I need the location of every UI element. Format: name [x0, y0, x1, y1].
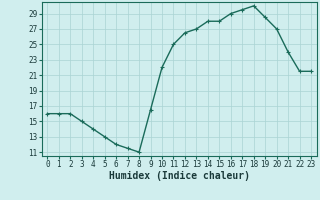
- X-axis label: Humidex (Indice chaleur): Humidex (Indice chaleur): [109, 171, 250, 181]
